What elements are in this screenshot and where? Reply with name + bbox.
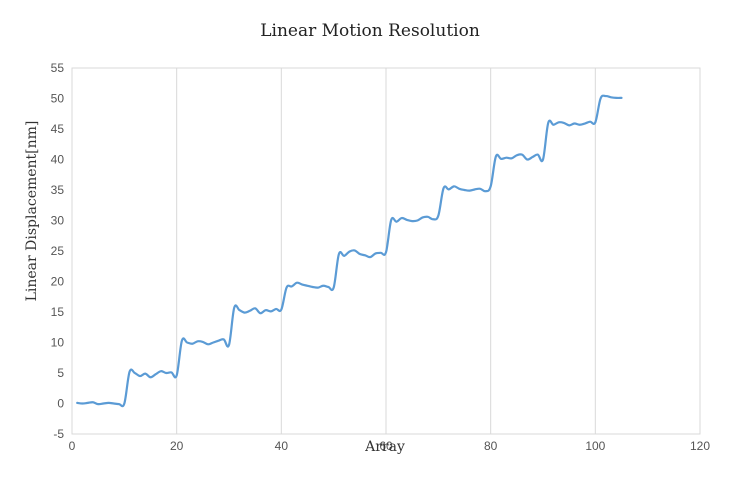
y-tick-label: 5 — [57, 366, 64, 380]
y-tick-label: 25 — [51, 244, 65, 258]
x-tick-label: 40 — [275, 439, 289, 453]
x-tick-label: 60 — [379, 439, 393, 453]
y-tick-label: -5 — [53, 427, 64, 441]
y-tick-label: 20 — [51, 275, 65, 289]
y-tick-label: 45 — [51, 122, 65, 136]
y-tick-label: 0 — [57, 397, 64, 411]
series-line — [76, 94, 623, 408]
y-tick-label: 10 — [51, 336, 65, 350]
series-layer — [76, 94, 623, 408]
x-tick-label: 20 — [170, 439, 184, 453]
y-tick-label: 40 — [51, 153, 65, 167]
x-tick-label: 80 — [484, 439, 498, 453]
tick-layer: 0 20 40 60 80 100 120 -5 0 5 10 15 20 25 30 35 40 45 50 55 — [51, 61, 711, 453]
x-axis-title: Array — [364, 439, 405, 455]
y-tick-label: 30 — [51, 214, 65, 228]
x-tick-label: 120 — [690, 439, 710, 453]
chart-title: Linear Motion Resolution — [260, 21, 480, 41]
y-tick-label: 15 — [51, 305, 65, 319]
y-tick-label: 35 — [51, 183, 65, 197]
x-tick-label: 100 — [585, 439, 605, 453]
y-axis-title: Linear Displacement[nm] — [24, 121, 40, 302]
x-tick-label: 0 — [69, 439, 76, 453]
y-tick-label: 55 — [51, 61, 65, 75]
y-tick-label: 50 — [51, 92, 65, 106]
